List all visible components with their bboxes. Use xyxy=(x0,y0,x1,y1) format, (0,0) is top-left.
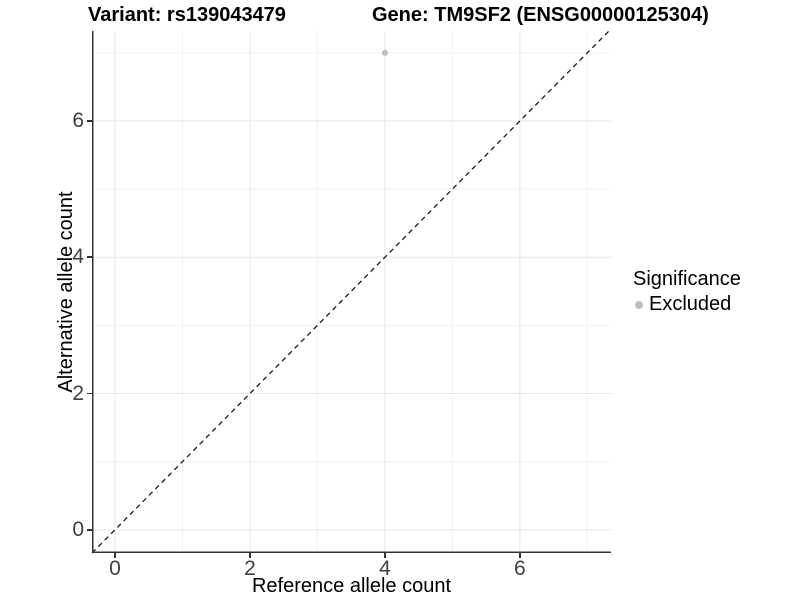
x-tick-label: 4 xyxy=(379,557,391,580)
legend: Significance Excluded xyxy=(633,268,741,316)
legend-item-excluded: Excluded xyxy=(633,293,741,316)
legend-key-dot xyxy=(635,300,643,309)
chart-canvas xyxy=(91,30,611,554)
x-tick-mark xyxy=(519,553,521,558)
y-tick-mark xyxy=(87,529,92,531)
x-tick-label: 2 xyxy=(244,557,256,580)
x-tick-mark xyxy=(249,553,251,558)
x-tick-label: 6 xyxy=(514,557,526,580)
y-tick-mark xyxy=(87,256,92,258)
plot-panel xyxy=(91,30,611,554)
y-tick-label: 0 xyxy=(72,517,84,541)
y-axis-title: Alternative allele count xyxy=(55,191,77,393)
x-tick-mark xyxy=(114,553,116,558)
y-tick-label: 6 xyxy=(72,108,84,132)
legend-title: Significance xyxy=(633,268,741,290)
plot-title-gene: Gene: TM9SF2 (ENSG00000125304) xyxy=(372,4,709,26)
identity-line xyxy=(91,30,610,554)
y-tick-label: 4 xyxy=(72,245,84,269)
legend-item-label: Excluded xyxy=(649,293,732,315)
plot-title-variant: Variant: rs139043479 xyxy=(88,4,286,26)
x-tick-mark xyxy=(384,553,386,558)
x-tick-label: 0 xyxy=(109,557,121,580)
y-tick-mark xyxy=(87,120,92,122)
x-axis-title: Reference allele count xyxy=(251,575,451,597)
data-point xyxy=(381,49,388,56)
y-tick-label: 2 xyxy=(72,381,84,405)
y-tick-mark xyxy=(87,392,92,395)
